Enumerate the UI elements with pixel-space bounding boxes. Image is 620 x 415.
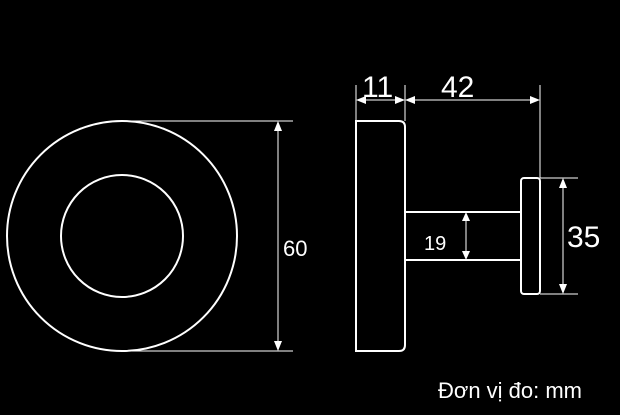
dimension-projection: 42 [405, 71, 541, 178]
dimension-diameter-base: 60 [122, 120, 307, 352]
dimension-cap-diameter: 35 [540, 177, 600, 295]
arrow-left [356, 96, 366, 104]
dimension-label-42: 42 [441, 71, 474, 104]
outer-ring [6, 120, 238, 352]
dimension-stem-diameter: 19 [424, 212, 470, 260]
arrow-down [274, 341, 282, 351]
dimension-label-11: 11 [362, 71, 393, 104]
unit-note: Đơn vị đo: mm [438, 378, 582, 403]
arrow-up [462, 212, 470, 221]
front-view [6, 120, 238, 352]
arrow-right [395, 96, 405, 104]
arrow-down [462, 251, 470, 260]
dimension-label-35: 35 [567, 221, 600, 254]
arrow-up [274, 121, 282, 131]
side-view [355, 120, 541, 352]
dimension-base-thickness: 11 [355, 71, 406, 121]
dimension-label-60: 60 [283, 236, 307, 261]
dimension-label-19: 19 [424, 233, 446, 255]
cap [520, 177, 541, 295]
base-plate [355, 120, 406, 352]
arrow-down [559, 284, 567, 294]
arrow-right [530, 96, 540, 104]
stem [405, 211, 521, 261]
arrow-left [405, 96, 415, 104]
inner-ring [60, 174, 184, 298]
arrow-up [559, 178, 567, 188]
